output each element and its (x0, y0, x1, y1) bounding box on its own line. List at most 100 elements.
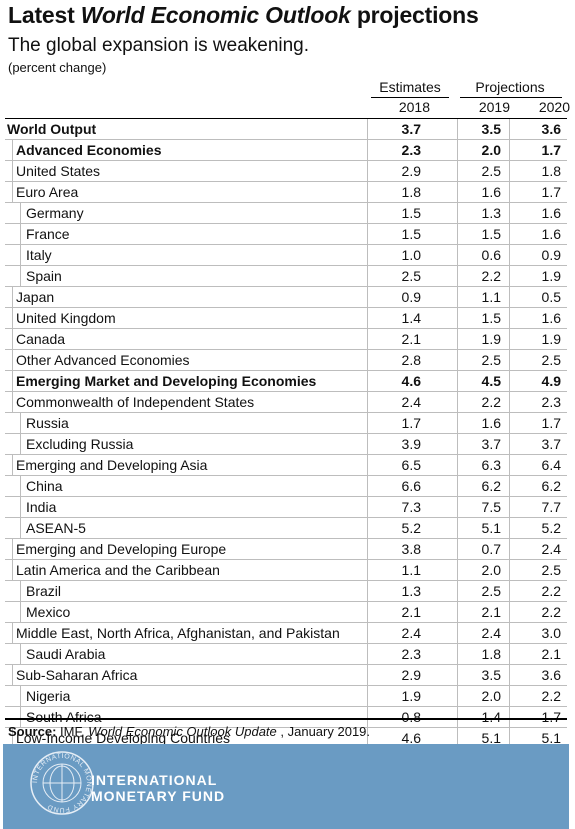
column-divider (457, 560, 458, 580)
table-row: Emerging and Developing Asia 6.5 6.3 6.4 (5, 455, 567, 476)
table-row: Russia 1.7 1.6 1.7 (5, 413, 567, 434)
column-divider (367, 119, 368, 139)
table-row: Saudi Arabia 2.3 1.8 2.1 (5, 644, 567, 665)
column-divider (457, 707, 458, 727)
column-divider (457, 476, 458, 496)
column-divider (509, 182, 510, 202)
column-divider (367, 161, 368, 181)
column-divider (457, 245, 458, 265)
column-divider (367, 287, 368, 307)
table-row: France 1.5 1.5 1.6 (5, 224, 567, 245)
value-2018: 1.0 (401, 247, 421, 263)
indent-guide (12, 161, 13, 181)
column-divider (457, 119, 458, 139)
projections-header: Projections (475, 79, 545, 95)
column-divider (457, 497, 458, 517)
row-label: Russia (26, 415, 69, 431)
table-row: Emerging and Developing Europe 3.8 0.7 2.4 (5, 539, 567, 560)
row-label: Commonwealth of Independent States (16, 394, 255, 410)
table-row: Japan 0.9 1.1 0.5 (5, 287, 567, 308)
column-divider (367, 665, 368, 685)
column-divider (509, 686, 510, 706)
column-divider (509, 728, 510, 748)
column-divider (367, 266, 368, 286)
table-row: South Africa 0.8 1.4 1.7 (5, 707, 567, 728)
value-2019: 3.5 (481, 121, 501, 137)
indent-guide (20, 497, 21, 517)
value-2020: 1.9 (541, 268, 561, 284)
estimates-header: Estimates (379, 79, 441, 95)
value-2019: 1.3 (481, 205, 501, 221)
column-divider (367, 644, 368, 664)
column-divider (509, 644, 510, 664)
value-2020: 1.9 (541, 331, 561, 347)
row-label: Mexico (26, 604, 71, 620)
table-row: World Output 3.7 3.5 3.6 (5, 119, 567, 140)
value-2020: 3.6 (541, 121, 561, 137)
column-divider (509, 539, 510, 559)
indent-guide (20, 413, 21, 433)
row-label: Canada (16, 331, 66, 347)
value-2019: 2.5 (481, 352, 501, 368)
indent-guide (20, 707, 21, 727)
table-row: Other Advanced Economies 2.8 2.5 2.5 (5, 350, 567, 371)
indent-guide (12, 350, 13, 370)
value-2018: 2.4 (401, 625, 421, 641)
column-divider (367, 518, 368, 538)
column-divider (509, 329, 510, 349)
column-divider (509, 203, 510, 223)
row-label: Middle East, North Africa, Afghanistan, … (16, 625, 340, 641)
value-2018: 1.4 (401, 310, 421, 326)
row-label: Saudi Arabia (26, 646, 106, 662)
column-divider (509, 308, 510, 328)
value-2018: 6.6 (401, 478, 421, 494)
column-divider (509, 581, 510, 601)
value-2020: 1.8 (541, 163, 561, 179)
table-row: Excluding Russia 3.9 3.7 3.7 (5, 434, 567, 455)
indent-guide (12, 371, 13, 391)
column-divider (367, 308, 368, 328)
value-2020: 2.3 (541, 394, 561, 410)
column-divider (457, 434, 458, 454)
table-row: Commonwealth of Independent States 2.4 2.2… (5, 392, 567, 413)
value-2018: 2.1 (401, 331, 421, 347)
column-divider (367, 203, 368, 223)
value-2018: 2.1 (401, 604, 421, 620)
row-label: Low-Income Developing Countries (16, 730, 230, 746)
page-subtitle: The global expansion is weakening. (8, 35, 310, 56)
value-2020: 5.1 (541, 730, 561, 746)
value-2019: 2.5 (481, 583, 501, 599)
column-divider (509, 665, 510, 685)
value-2019: 1.1 (481, 289, 501, 305)
column-divider (457, 182, 458, 202)
value-2019: 1.9 (481, 331, 501, 347)
column-divider (509, 560, 510, 580)
column-divider (509, 371, 510, 391)
column-divider (367, 350, 368, 370)
column-divider (509, 623, 510, 643)
page-title: Latest World Economic Outlook projection… (8, 2, 479, 28)
value-2019: 1.5 (481, 226, 501, 242)
row-label: Emerging and Developing Asia (16, 457, 208, 473)
table-row: Latin America and the Caribbean 1.1 2.0 2.5 (5, 560, 567, 581)
value-2019: 5.1 (481, 520, 501, 536)
column-divider (509, 476, 510, 496)
value-2018: 3.7 (401, 121, 421, 137)
column-divider (457, 392, 458, 412)
value-2018: 2.5 (401, 268, 421, 284)
column-divider (509, 224, 510, 244)
row-label: India (26, 499, 57, 515)
value-2019: 5.1 (481, 730, 501, 746)
table-row: Emerging Market and Developing Economies… (5, 371, 567, 392)
column-divider (367, 140, 368, 160)
column-divider (509, 140, 510, 160)
value-2018: 1.3 (401, 583, 421, 599)
indent-guide (12, 329, 13, 349)
table-row: ASEAN-5 5.2 5.1 5.2 (5, 518, 567, 539)
column-divider (457, 665, 458, 685)
table-row: Sub-Saharan Africa 2.9 3.5 3.6 (5, 665, 567, 686)
column-divider (457, 140, 458, 160)
value-2018: 0.9 (401, 289, 421, 305)
value-2018: 2.3 (401, 142, 421, 158)
row-label: Other Advanced Economies (16, 352, 190, 368)
